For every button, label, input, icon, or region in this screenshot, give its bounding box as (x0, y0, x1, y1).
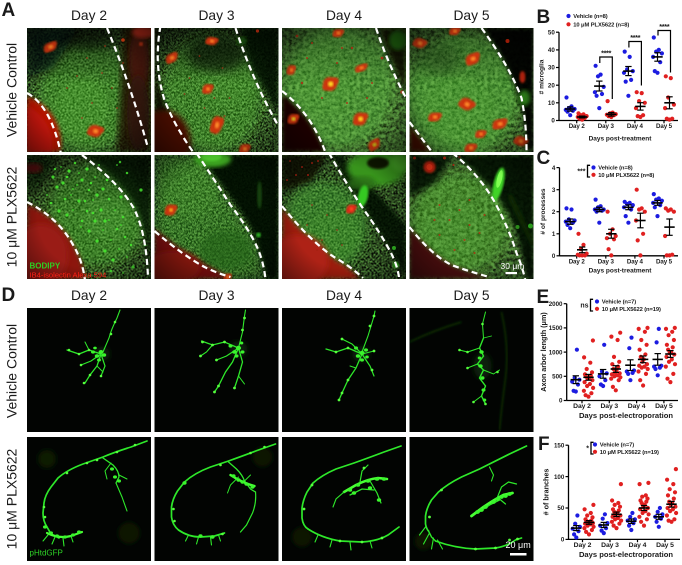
svg-text:10 μM PLX5622 (n=19): 10 μM PLX5622 (n=19) (600, 450, 659, 456)
svg-text:Day 5: Day 5 (656, 123, 673, 130)
svg-text:Day 3: Day 3 (598, 258, 615, 265)
svg-text:Day 3: Day 3 (198, 288, 234, 303)
svg-text:Day 2: Day 2 (574, 542, 592, 549)
svg-text:Day 2: Day 2 (569, 258, 586, 265)
svg-text:10 μM PLX5622 (n=19): 10 μM PLX5622 (n=19) (602, 307, 661, 313)
svg-text:Day 2: Day 2 (573, 403, 591, 410)
svg-text:Vehicle (n=7): Vehicle (n=7) (602, 300, 636, 306)
svg-text:Day 5: Day 5 (655, 403, 673, 410)
svg-text:20: 20 (548, 82, 555, 89)
svg-text:Day 4: Day 4 (627, 258, 644, 265)
svg-text:Day 2: Day 2 (569, 123, 586, 130)
svg-text:Day 5: Day 5 (656, 542, 674, 549)
svg-text:****: **** (659, 22, 669, 31)
svg-text:1500: 1500 (549, 325, 563, 332)
svg-text:3: 3 (552, 187, 556, 194)
svg-text:40: 40 (548, 47, 555, 54)
svg-text:Vehicle (n=8): Vehicle (n=8) (598, 166, 632, 172)
svg-text:Day 4: Day 4 (628, 403, 646, 410)
svg-text:0: 0 (551, 118, 555, 125)
svg-text:Day 4: Day 4 (326, 8, 362, 23)
svg-text:Day 4: Day 4 (326, 288, 362, 303)
svg-text:2000: 2000 (549, 301, 563, 308)
svg-text:pHtdGFP: pHtdGFP (30, 549, 63, 558)
svg-text:Day 5: Day 5 (656, 258, 673, 265)
svg-text:***: *** (577, 169, 585, 176)
svg-text:F: F (538, 434, 550, 455)
svg-text:Day 4: Day 4 (629, 542, 647, 549)
svg-text:100: 100 (554, 474, 565, 481)
svg-text:Days post-treatment: Days post-treatment (589, 136, 653, 143)
svg-text:# microglia: # microglia (539, 59, 546, 94)
svg-text:Axon arbor length (μm): Axon arbor length (μm) (539, 312, 548, 392)
svg-text:Vehicle Control: Vehicle Control (4, 43, 20, 137)
svg-text:Day 4: Day 4 (627, 123, 644, 130)
svg-text:Days post-electroporation: Days post-electroporation (579, 411, 673, 420)
svg-text:Vehicle (n=7): Vehicle (n=7) (600, 443, 634, 449)
svg-text:A: A (2, 0, 16, 21)
svg-text:C: C (537, 148, 551, 169)
svg-text:50: 50 (557, 505, 564, 512)
svg-text:30: 30 (548, 65, 555, 72)
svg-text:10: 10 (548, 100, 555, 107)
svg-text:10 μM PLX5622: 10 μM PLX5622 (4, 448, 20, 549)
svg-text:10 μM PLX5622 (n=8): 10 μM PLX5622 (n=8) (598, 173, 654, 179)
svg-text:Day 3: Day 3 (198, 8, 234, 23)
svg-text:30 μm: 30 μm (501, 261, 525, 271)
svg-text:Vehicle Control: Vehicle Control (4, 324, 20, 418)
svg-text:Day 2: Day 2 (71, 288, 107, 303)
svg-text:50: 50 (548, 29, 555, 36)
svg-text:E: E (537, 287, 550, 308)
svg-text:Day 3: Day 3 (601, 542, 619, 549)
svg-text:20 μm: 20 μm (506, 540, 531, 550)
svg-text:1: 1 (552, 231, 556, 238)
svg-text:IB4-isolectin Alexa 594: IB4-isolectin Alexa 594 (30, 271, 107, 280)
svg-text:4: 4 (552, 165, 556, 172)
svg-text:0: 0 (561, 537, 565, 544)
svg-text:Day 2: Day 2 (71, 8, 107, 23)
svg-text:1000: 1000 (549, 349, 563, 356)
svg-text:Days post-treatment: Days post-treatment (589, 268, 653, 275)
svg-text:*: * (586, 446, 589, 453)
svg-text:D: D (2, 285, 16, 306)
svg-text:0: 0 (552, 253, 556, 260)
svg-text:2: 2 (552, 209, 556, 216)
svg-text:****: **** (630, 33, 640, 42)
svg-text:150: 150 (554, 442, 565, 449)
svg-text:500: 500 (552, 374, 563, 381)
svg-text:ns: ns (580, 303, 588, 310)
svg-text:BODIPY: BODIPY (30, 262, 61, 271)
svg-text:Day 3: Day 3 (600, 403, 618, 410)
svg-text:Day 5: Day 5 (453, 288, 489, 303)
svg-text:Day 3: Day 3 (598, 123, 615, 130)
svg-text:10 μM PLX5622: 10 μM PLX5622 (4, 166, 20, 267)
svg-text:0: 0 (559, 398, 563, 405)
svg-text:10 μM PLX5622 (n=8): 10 μM PLX5622 (n=8) (573, 22, 629, 28)
svg-text:Days post-electroporation: Days post-electroporation (579, 550, 673, 559)
svg-text:Day 5: Day 5 (453, 8, 489, 23)
svg-text:Vehicle (n=8): Vehicle (n=8) (573, 14, 607, 20)
svg-text:# of branches: # of branches (542, 469, 551, 516)
svg-text:# of processes: # of processes (540, 188, 547, 235)
svg-text:****: **** (601, 49, 611, 58)
svg-text:B: B (537, 7, 551, 28)
